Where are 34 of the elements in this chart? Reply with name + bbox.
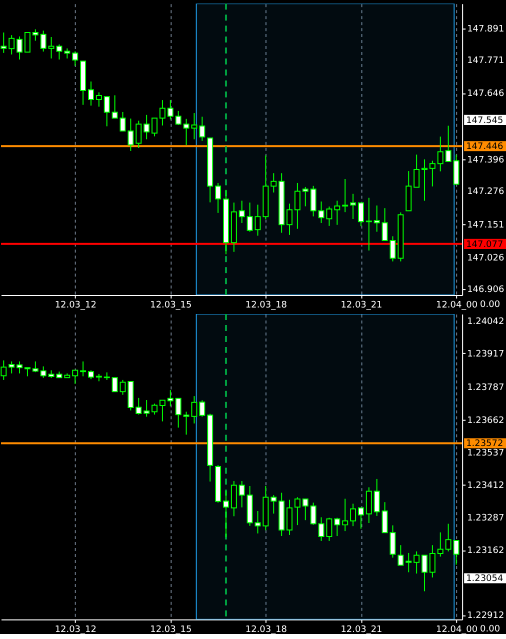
x-tick-label: 12.04_00 [436, 624, 478, 635]
text: 0.00 [480, 624, 500, 634]
ref-line-label: 147.446 [466, 142, 504, 152]
y-tick-label: 147.771 [467, 56, 504, 66]
ref-line-label: 1.23572 [466, 439, 504, 450]
y-tick-label: 1.23537 [467, 448, 504, 458]
y-tick-label: 1.22912 [467, 611, 504, 622]
y-tick-label: 1.24042 [467, 316, 504, 327]
y-tick-label: 147.396 [467, 155, 504, 166]
ref-line-label: 147.077 [466, 240, 504, 250]
x-tick-label: 12.04_00 [436, 300, 478, 311]
y-tick-label: 1.23917 [467, 349, 504, 360]
y-tick-label: 146.906 [467, 285, 504, 296]
x-tick-label: 12.03_15 [150, 300, 192, 311]
y-tick-label: 1.23287 [467, 514, 504, 524]
y-tick-label: 147.646 [467, 89, 504, 100]
x-tick-label: 12.03_18 [245, 624, 288, 635]
y-tick-label: 147.026 [467, 253, 504, 264]
x-tick-label: 12.03_15 [150, 624, 192, 635]
x-tick-label: 12.03_12 [54, 300, 96, 311]
y-tick-label: 1.23662 [467, 416, 504, 426]
y-tick-label: 147.276 [467, 187, 504, 198]
text: 0.00 [480, 300, 500, 310]
x-tick-label: 12.03_21 [340, 300, 382, 311]
y-tick-label: 147.545 [466, 116, 504, 126]
y-tick-label: 1.23787 [467, 383, 504, 394]
y-tick-label: 1.23162 [467, 546, 504, 556]
y-tick-label: 147.151 [467, 220, 504, 230]
y-tick-label: 1.23054 [466, 574, 504, 584]
x-tick-label: 12.03_18 [245, 300, 288, 311]
y-tick-label: 1.23412 [467, 480, 504, 491]
x-tick-label: 12.03_12 [54, 624, 96, 635]
y-tick-label: 147.891 [467, 24, 504, 34]
x-tick-label: 12.03_21 [340, 624, 382, 635]
